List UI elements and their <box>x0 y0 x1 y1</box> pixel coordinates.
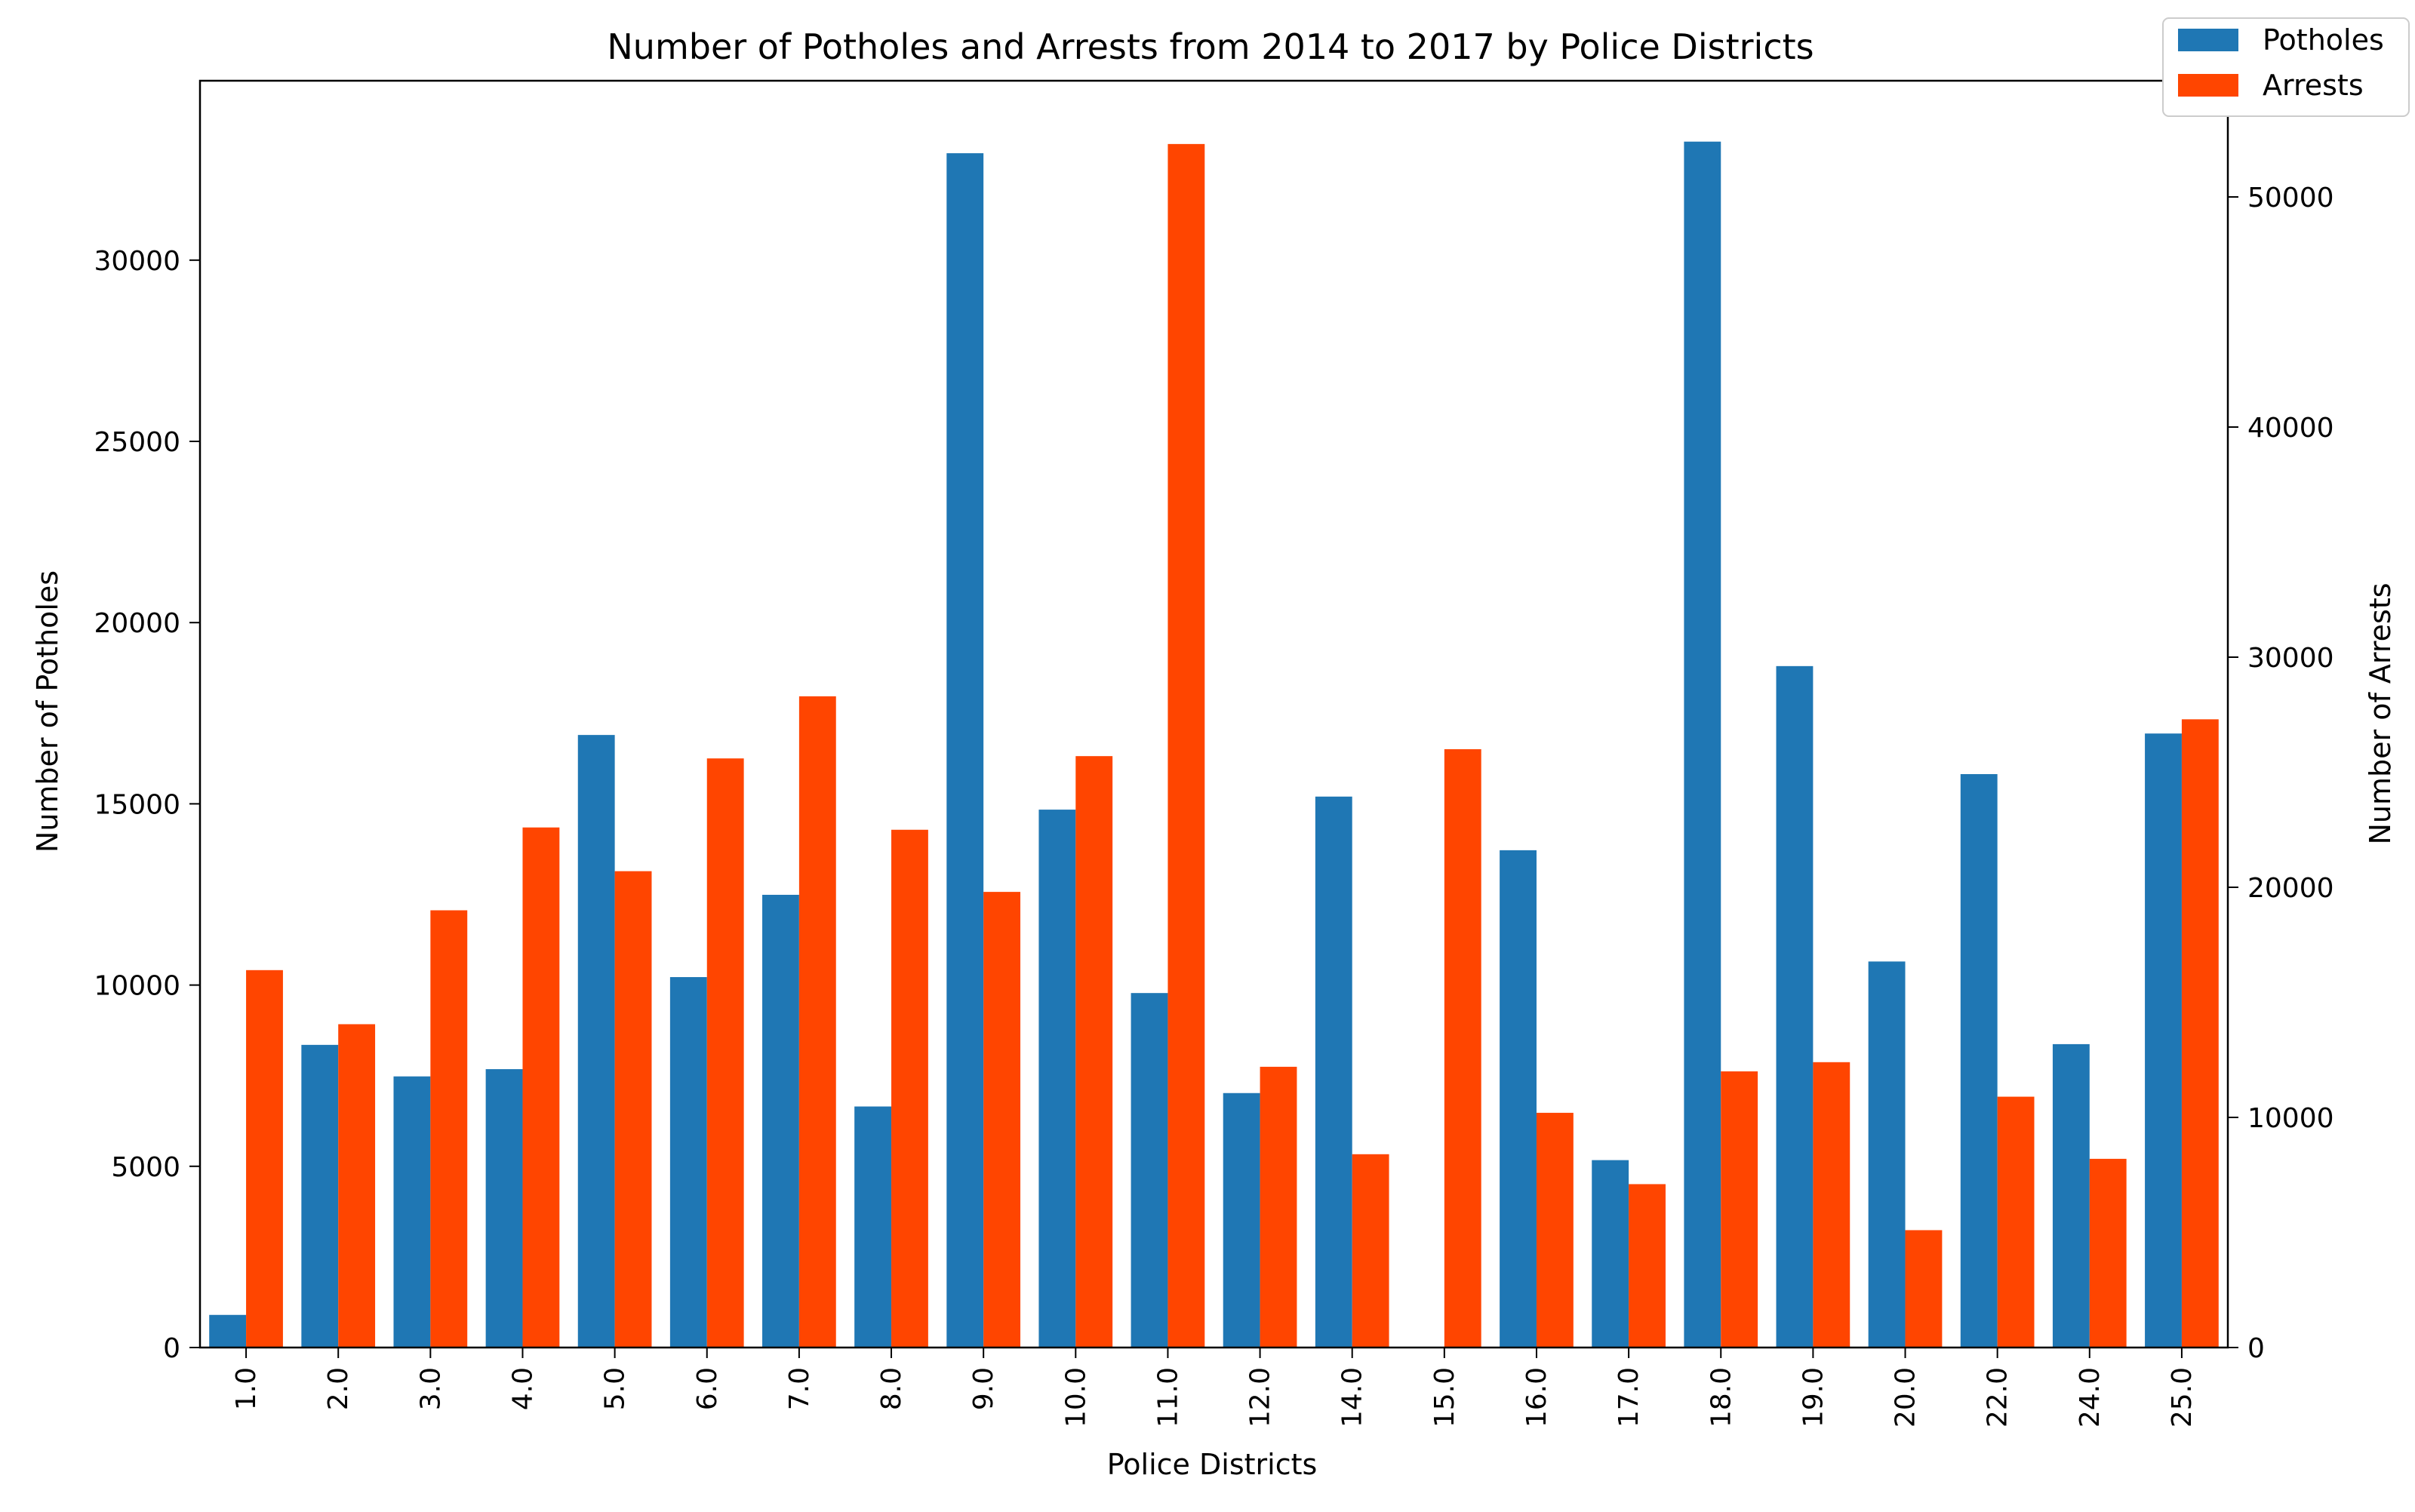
x-tick-label: 25.0 <box>2167 1367 2198 1427</box>
arrests-bar <box>338 1024 376 1348</box>
arrests-bar <box>1168 143 1205 1348</box>
potholes-bar <box>2145 733 2182 1348</box>
y-tick-label-right: 50000 <box>2247 183 2334 214</box>
x-tick-label: 6.0 <box>692 1367 723 1410</box>
x-tick-label: 4.0 <box>507 1367 538 1410</box>
x-tick-label: 2.0 <box>323 1367 354 1410</box>
potholes-bar <box>1776 665 1814 1348</box>
arrests-bar <box>1536 1112 1574 1348</box>
x-tick-label: 3.0 <box>415 1367 446 1410</box>
arrests-bar <box>983 892 1021 1348</box>
potholes-bar <box>1500 850 1537 1348</box>
chart-title: Number of Potholes and Arrests from 2014… <box>607 26 1814 67</box>
y-tick-label-left: 20000 <box>94 608 180 639</box>
x-tick-label: 16.0 <box>1521 1367 1552 1427</box>
potholes-bar <box>854 1106 892 1348</box>
y-tick-label-left: 5000 <box>111 1152 180 1183</box>
y-tick-label-right: 20000 <box>2247 873 2334 904</box>
arrests-bar <box>246 970 283 1348</box>
potholes-bar <box>669 977 707 1348</box>
arrests-bar <box>1997 1096 2035 1348</box>
x-tick-label: 17.0 <box>1614 1367 1644 1427</box>
arrests-bar <box>1629 1184 1666 1348</box>
arrests-bar <box>1721 1071 1758 1348</box>
y-tick-label-right: 30000 <box>2247 643 2334 674</box>
y-tick-label-left: 25000 <box>94 427 180 458</box>
potholes-bar <box>1868 961 1906 1348</box>
arrests-bar <box>522 827 560 1348</box>
x-tick-label: 8.0 <box>876 1367 907 1410</box>
arrests-bar <box>1260 1066 1297 1348</box>
arrests-bar <box>1075 756 1113 1348</box>
potholes-bar <box>1315 796 1352 1348</box>
y-tick-label-left: 30000 <box>94 246 180 277</box>
x-tick-label: 24.0 <box>2075 1367 2106 1427</box>
x-tick-label: 9.0 <box>968 1367 999 1410</box>
legend-swatch-potholes <box>2178 29 2238 51</box>
potholes-bar <box>2052 1043 2090 1348</box>
plot-frame <box>198 79 2229 1349</box>
arrests-bar <box>430 910 468 1348</box>
x-axis-label: Police Districts <box>1107 1448 1318 1481</box>
arrests-bar <box>2181 719 2219 1348</box>
legend-label-arrests: Arrests <box>2263 69 2364 102</box>
potholes-bar <box>577 735 615 1348</box>
bars-layer <box>209 141 2219 1348</box>
x-tick-label: 11.0 <box>1152 1367 1183 1427</box>
y-tick-label-left: 0 <box>163 1333 180 1364</box>
x-tick-label: 14.0 <box>1337 1367 1368 1427</box>
y-tick-label-right: 10000 <box>2247 1103 2334 1134</box>
x-tick-label: 12.0 <box>1245 1367 1276 1427</box>
y-axis-label-left: Number of Potholes <box>31 570 64 853</box>
arrests-bar <box>1813 1062 1850 1348</box>
arrests-bar <box>1905 1230 1943 1348</box>
y-tick-label-left: 10000 <box>94 971 180 1002</box>
x-tick-label: 5.0 <box>600 1367 631 1410</box>
arrests-bar <box>614 871 652 1348</box>
legend-label-potholes: Potholes <box>2263 23 2384 57</box>
x-tick-label: 1.0 <box>231 1367 262 1410</box>
x-tick-label: 10.0 <box>1060 1367 1091 1427</box>
potholes-bar <box>301 1044 339 1348</box>
x-tick-label: 19.0 <box>1798 1367 1829 1427</box>
y-tick-label-right: 0 <box>2247 1333 2265 1364</box>
legend-swatch-arrests <box>2178 74 2238 97</box>
x-tick-label: 18.0 <box>1706 1367 1737 1427</box>
arrests-bar <box>798 696 836 1348</box>
potholes-bar <box>1592 1160 1629 1348</box>
arrests-bar <box>1444 749 1481 1348</box>
arrests-bar <box>891 829 928 1348</box>
potholes-bar <box>1684 141 1721 1348</box>
potholes-bar <box>1131 993 1168 1348</box>
arrests-bar <box>2089 1158 2127 1348</box>
potholes-bar <box>762 894 799 1348</box>
y-tick-label-left: 15000 <box>94 789 180 820</box>
y-tick-label-right: 40000 <box>2247 413 2334 444</box>
arrests-bar <box>706 758 744 1348</box>
x-tick-label: 15.0 <box>1429 1367 1460 1427</box>
potholes-bar <box>1038 810 1076 1348</box>
axes-layer: 0 5000 10000 15000 20000 25000 30000 0 10000 2000… <box>94 79 2334 1427</box>
potholes-bar <box>1223 1093 1260 1348</box>
potholes-bar <box>393 1076 431 1348</box>
potholes-bar <box>485 1069 523 1348</box>
arrests-bar <box>1352 1154 1389 1348</box>
y-axis-label-right: Number of Arrests <box>2364 582 2397 844</box>
potholes-bar <box>209 1314 247 1348</box>
x-tick-label: 22.0 <box>1983 1367 2014 1427</box>
legend: Potholes Arrests <box>2162 17 2410 117</box>
x-tick-label: 20.0 <box>1890 1367 1921 1427</box>
potholes-bar <box>1960 774 1998 1348</box>
potholes-bar <box>946 153 984 1348</box>
x-tick-label: 7.0 <box>784 1367 815 1410</box>
